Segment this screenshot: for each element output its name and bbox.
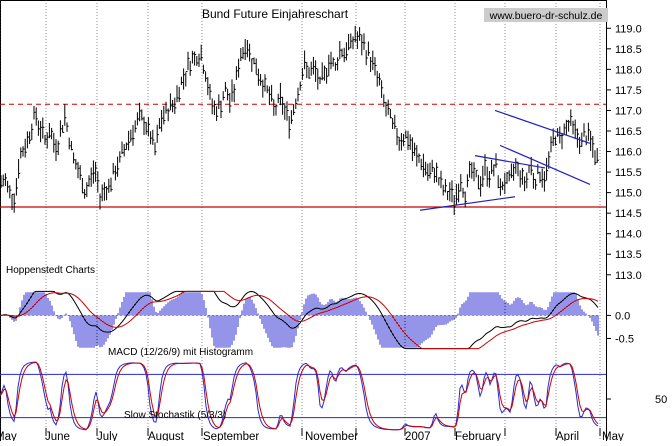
trend-layer [419, 109, 591, 211]
stoch-k-line [0, 361, 599, 431]
price-tick-label: 119.0 [615, 23, 642, 35]
stoch-tick-label: 50 [655, 394, 667, 406]
trend-line [419, 196, 516, 211]
watermark: www.buero-dr-schulz.de [489, 10, 603, 22]
macd-signal-line [0, 290, 599, 350]
price-tick-label: 113.0 [615, 270, 642, 282]
price-tick-label: 115.0 [615, 188, 642, 200]
month-label: August [148, 431, 185, 441]
month-label: June [45, 431, 70, 441]
price-tick-label: 114.0 [615, 229, 642, 241]
month-label: 2007 [405, 431, 431, 441]
month-label: May [602, 431, 624, 441]
price-tick-label: 117.5 [615, 85, 642, 97]
stochastic-label: Slow Stochastik (5/3/3) [124, 410, 226, 421]
price-tick-label: 115.5 [615, 167, 642, 179]
price-tick-label: 113.5 [615, 249, 642, 261]
macd-line [0, 290, 599, 350]
price-tick-label: 114.5 [615, 208, 642, 220]
month-label: November [305, 431, 358, 441]
hoppenstedt-label: Hoppenstedt Charts [6, 265, 95, 276]
chart-title: Bund Future Einjahreschart [202, 7, 349, 21]
month-label: February [455, 431, 501, 441]
trend-line [494, 109, 591, 144]
price-tick-label: 118.5 [615, 44, 642, 56]
price-tick-label: 117.0 [615, 105, 642, 117]
price-tick-label: 118.0 [615, 64, 642, 76]
price-tick-label: 116.5 [615, 126, 642, 138]
month-label: May [0, 431, 17, 441]
watermark-box [484, 8, 608, 22]
trend-line [499, 144, 591, 185]
plot-frame [0, 0, 607, 446]
level-layer [0, 103, 606, 208]
month-label: April [556, 431, 579, 441]
macd-tick-label: -0.5 [615, 333, 634, 345]
axis-layer: 119.0 118.5 118.0 117.5 117.0 116.5 116.0 115.5… [0, 23, 667, 443]
trend-line [474, 155, 546, 169]
month-label: July [97, 431, 118, 441]
month-label: September [203, 431, 259, 441]
macd-label: MACD (12/26/9) mit Histogramm [108, 347, 253, 358]
stoch-layer [0, 361, 606, 431]
macd-tick-label: 0.0 [615, 310, 630, 322]
stoch-d-line [0, 361, 599, 431]
macd-layer [0, 290, 599, 350]
grid-layer [0, 0, 601, 446]
price-tick-label: 116.0 [615, 147, 642, 159]
